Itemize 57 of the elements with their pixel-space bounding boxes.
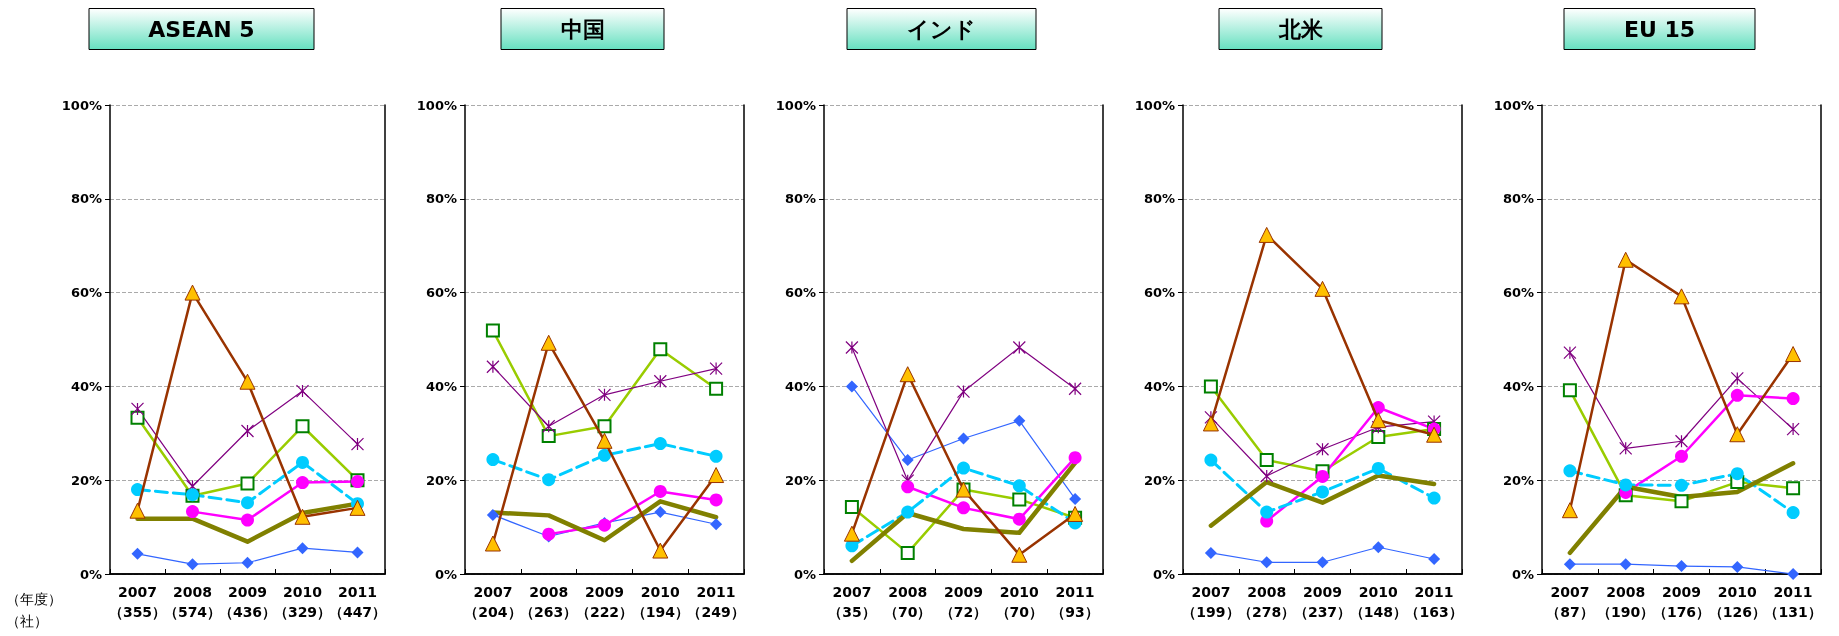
text: （社） [6,613,48,629]
y-tick-label: 60% [1502,285,1534,301]
y-tick-label: 40% [784,378,816,394]
x-tick-label: 2008 （70） [883,584,932,620]
text: （年度） [6,591,62,607]
y-tick-label: 20% [784,472,816,488]
y-tick-label: 20% [1143,472,1175,488]
y-tick-label: 80% [70,191,102,207]
x-tick-label: 2011 （93） [1051,584,1099,620]
y-tick-label: 40% [70,378,102,394]
y-tick-label: 20% [425,472,457,488]
y-tick-label: 60% [784,285,816,301]
chart-title: 北米 [1277,16,1324,42]
x-tick-label: 2010 （148） [1349,584,1407,620]
y-tick-label: 100% [416,97,457,113]
y-tick-label: 100% [1134,97,1175,113]
x-tick-label: 2008 （190） [1597,584,1655,620]
x-tick-label: 2009 （72） [939,584,988,620]
x-tick-label: 2010 （126） [1708,584,1766,620]
y-tick-label: 0% [1152,566,1175,582]
y-tick-label: 20% [70,472,102,488]
chart-title: 中国 [560,16,605,42]
y-tick-label: 100% [775,97,816,113]
x-tick-label: 2009 （176） [1652,584,1711,620]
y-tick-label: 100% [61,97,102,113]
y-tick-label: 80% [784,191,816,207]
y-tick-label: 40% [1143,378,1175,394]
y-tick-label: 40% [425,378,457,394]
y-tick-label: 0% [1511,566,1534,582]
x-tick-label: 2009 （222） [575,584,634,620]
y-tick-label: 60% [70,285,102,301]
x-tick-label: 2011 （163） [1405,584,1463,620]
chart-title: ASEAN 5 [148,16,255,42]
x-tick-label: 2010 （70） [995,584,1044,620]
x-tick-label: 2009 （237） [1293,584,1352,620]
x-tick-label: 2007 （87） [1546,584,1594,620]
y-tick-label: 80% [1143,191,1175,207]
y-tick-label: 0% [79,566,102,582]
x-tick-label: 2008 （263） [520,584,578,620]
x-tick-label: 2008 （278） [1238,584,1296,620]
y-tick-label: 60% [1143,285,1175,301]
x-tick-label: 2010 （194） [631,584,689,620]
x-tick-label: 2007 （35） [828,584,876,620]
y-tick-label: 40% [1502,378,1534,394]
x-tick-label: 2007 （204） [464,584,522,620]
y-tick-label: 100% [1493,97,1534,113]
chart-title: インド [907,16,976,42]
y-tick-label: 0% [434,566,457,582]
x-tick-label: 2011 （249） [687,584,745,620]
y-tick-label: 20% [1502,472,1534,488]
y-tick-label: 0% [793,566,816,582]
y-tick-label: 80% [1502,191,1534,207]
y-tick-label: 80% [425,191,457,207]
chart-title: EU 15 [1623,16,1696,42]
x-tick-label: 2007 （199） [1182,584,1240,620]
y-tick-label: 60% [425,285,457,301]
x-tick-label: 2011 （131） [1764,584,1822,620]
